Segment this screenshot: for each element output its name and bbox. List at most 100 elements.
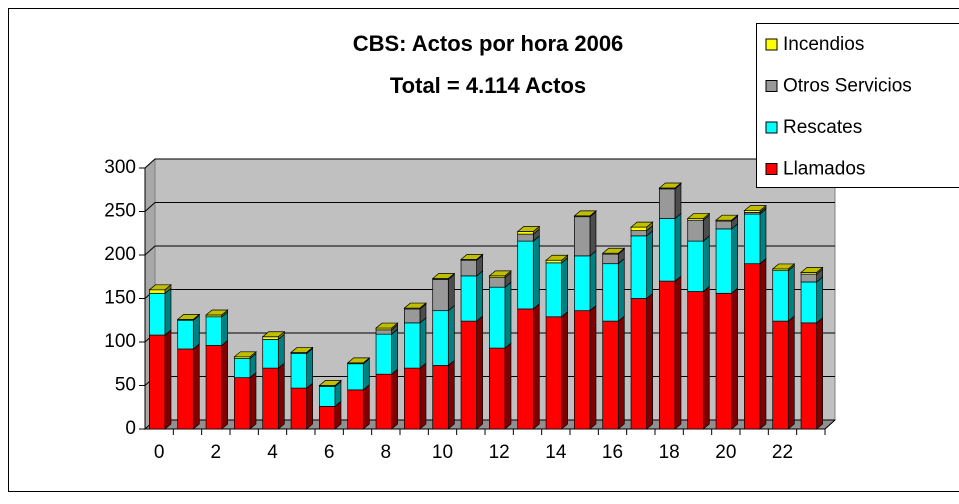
bar — [489, 287, 505, 348]
x-tick-label: 12 — [489, 442, 510, 463]
bar-side — [222, 312, 228, 346]
bar — [688, 220, 704, 241]
x-tick-label: 16 — [602, 442, 623, 463]
bar — [376, 330, 392, 334]
bar-side — [165, 330, 171, 429]
legend-swatch — [766, 164, 777, 175]
bar-side — [533, 304, 539, 429]
bar — [716, 293, 732, 429]
bar-side — [760, 209, 766, 264]
bar-side — [448, 306, 454, 366]
bar — [801, 323, 817, 429]
bar-side — [193, 344, 199, 429]
legend-label: Llamados — [783, 159, 865, 180]
y-tick-label: 0 — [125, 418, 136, 439]
bar — [263, 337, 279, 340]
bar-side — [420, 363, 426, 429]
bar-side — [590, 251, 596, 311]
bar — [461, 276, 477, 321]
bar — [178, 320, 194, 349]
bar — [206, 317, 222, 346]
bar-side — [505, 343, 511, 429]
bar — [489, 348, 505, 429]
bar — [149, 335, 165, 429]
bar — [319, 386, 335, 406]
bar-side — [392, 369, 398, 429]
bar — [263, 339, 279, 368]
bar-side — [590, 306, 596, 429]
bar-side — [703, 236, 709, 291]
legend-label: Rescates — [783, 117, 862, 138]
bar-side — [165, 288, 171, 335]
y-tick-label: 50 — [115, 375, 136, 396]
legend-label: Otros Servicios — [783, 76, 912, 97]
bar-side — [420, 318, 426, 368]
bar-side — [675, 184, 681, 219]
bar — [149, 290, 165, 293]
bar — [489, 278, 505, 288]
bar — [234, 378, 250, 429]
bar — [319, 406, 335, 429]
bar — [688, 292, 704, 429]
bar — [603, 321, 619, 429]
x-tick-label: 0 — [154, 442, 165, 463]
x-tick-label: 10 — [432, 442, 453, 463]
bar-side — [307, 383, 313, 429]
x-tick-label: 22 — [772, 442, 793, 463]
bar-side — [505, 282, 511, 348]
bar-side — [817, 318, 823, 429]
bar — [433, 311, 449, 366]
bar — [574, 217, 590, 256]
bar — [546, 317, 562, 429]
bar-side — [392, 329, 398, 374]
bar — [744, 264, 760, 429]
bar-side — [590, 212, 596, 256]
bar — [574, 311, 590, 429]
bar-side — [618, 316, 624, 429]
bar-side — [732, 288, 738, 429]
bar — [744, 214, 760, 264]
y-tick-label: 250 — [104, 201, 136, 222]
bar — [574, 256, 590, 311]
bar — [631, 227, 647, 230]
bar-side — [760, 259, 766, 429]
bar — [546, 263, 562, 317]
bar — [404, 368, 420, 429]
bar-side — [307, 348, 313, 388]
bar — [348, 390, 364, 429]
x-tick-label: 14 — [545, 442, 567, 463]
bar-side — [477, 316, 483, 429]
bar — [801, 274, 817, 282]
bar-side — [788, 316, 794, 429]
bar — [773, 321, 789, 429]
bar — [433, 365, 449, 429]
bar — [631, 236, 647, 299]
bar — [234, 359, 250, 378]
bar — [603, 264, 619, 321]
y-tick-label: 150 — [104, 288, 136, 309]
legend-label: Incendios — [783, 34, 864, 55]
y-tick-label: 100 — [104, 331, 136, 352]
x-tick-label: 8 — [381, 442, 392, 463]
bar-side — [448, 274, 454, 310]
bar — [518, 241, 534, 309]
bar-side — [448, 360, 454, 429]
bar — [461, 321, 477, 429]
bar — [716, 229, 732, 293]
bar — [348, 364, 364, 390]
bar — [376, 374, 392, 429]
bar — [291, 353, 307, 388]
y-tick-label: 200 — [104, 244, 136, 265]
bar — [461, 260, 477, 276]
bar — [659, 281, 675, 429]
bar-side — [788, 266, 794, 321]
bar — [603, 254, 619, 264]
bar — [149, 293, 165, 335]
bar — [518, 309, 534, 429]
bar — [178, 349, 194, 429]
bar — [376, 334, 392, 374]
legend-swatch — [766, 122, 777, 133]
bar-side — [703, 287, 709, 429]
bar-side — [817, 277, 823, 323]
